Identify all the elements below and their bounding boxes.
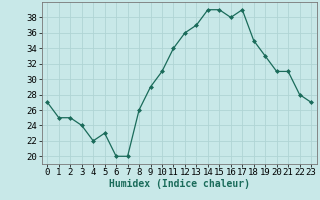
X-axis label: Humidex (Indice chaleur): Humidex (Indice chaleur) <box>109 179 250 189</box>
